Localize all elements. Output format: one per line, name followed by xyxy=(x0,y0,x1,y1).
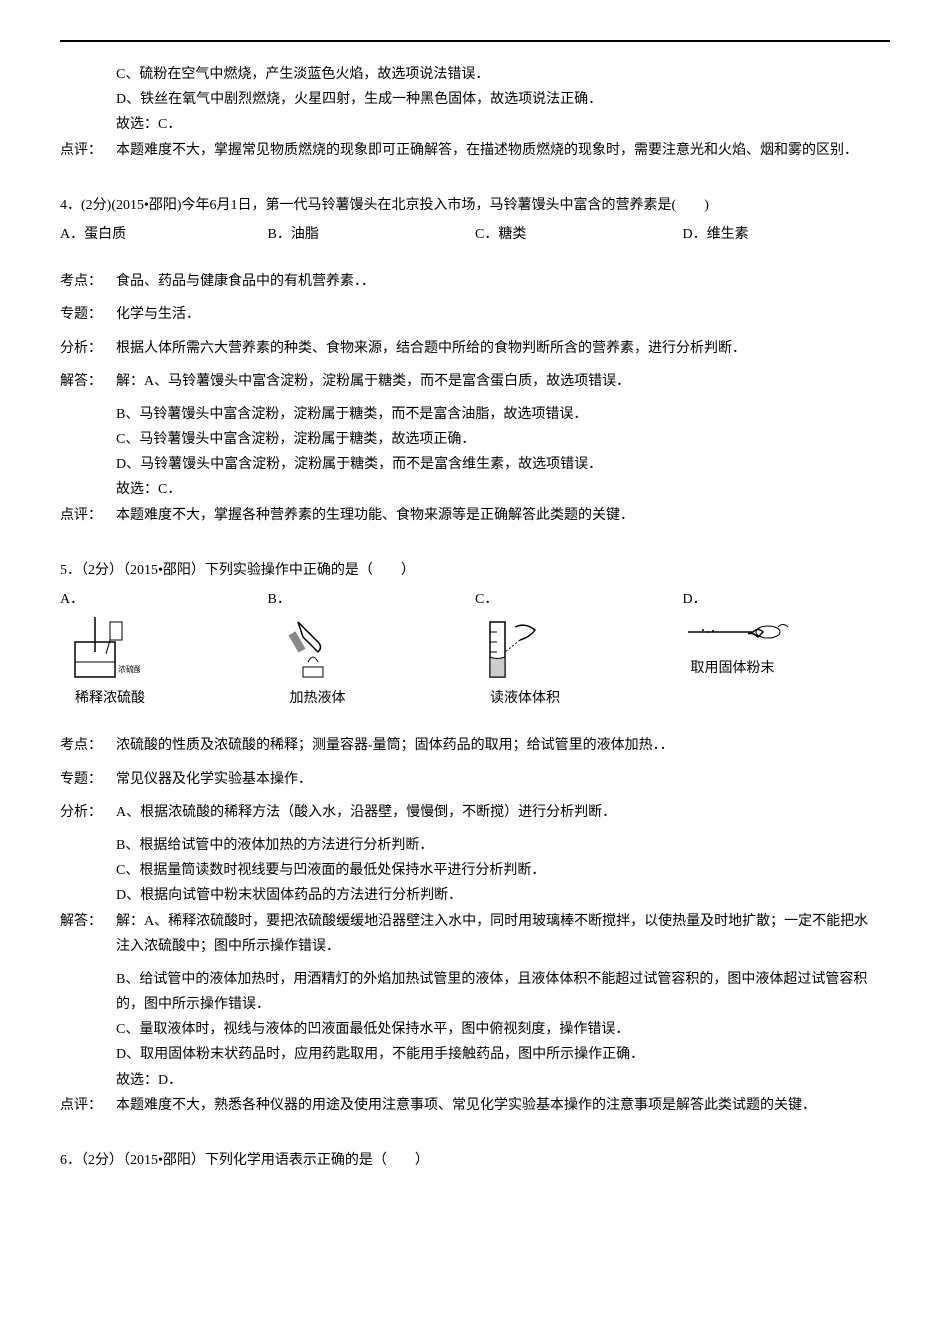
comment-label: 点评： xyxy=(60,138,116,163)
q4-solve-b: B、马铃薯馒头中富含淀粉，淀粉属于糖类，而不是富含油脂，故选项错误． xyxy=(116,402,890,427)
q4-solve-c: C、马铃薯馒头中富含淀粉，淀粉属于糖类，故选项正确． xyxy=(116,427,890,452)
topic-label: 专题： xyxy=(60,302,116,327)
q5-answer: 故选：D． xyxy=(116,1068,890,1093)
q4-topic-row: 专题：化学与生活． xyxy=(60,302,890,327)
q5-caption-d: 取用固体粉末 xyxy=(683,656,783,681)
q5-stem: 5．（2分）（2015•邵阳）下列实验操作中正确的是（ ） xyxy=(60,558,890,583)
q4-topic: 化学与生活． xyxy=(116,302,876,327)
q5-exam-row: 考点：浓硫酸的性质及浓硫酸的稀释；测量容器-量筒；固体药品的取用；给试管里的液体… xyxy=(60,733,890,758)
q5-solve-row: 解答：解：A、稀释浓硫酸时，要把浓硫酸缓缓地沿器壁注入水中，同时用玻璃棒不断搅拌… xyxy=(60,909,890,959)
q3-comment-row: 点评：本题难度不大，掌握常见物质燃烧的现象即可正确解答，在描述物质燃烧的现象时，… xyxy=(60,138,890,163)
q4-solve-d: D、马铃薯馒头中富含淀粉，淀粉属于糖类，而不是富含维生素，故选项错误． xyxy=(116,452,890,477)
q5-comment-row: 点评：本题难度不大，熟悉各种仪器的用途及使用注意事项、常见化学实验基本操作的注意… xyxy=(60,1093,890,1118)
q4-option-c: C．糖类 xyxy=(475,222,683,247)
q4-analysis-row: 分析：根据人体所需六大营养素的种类、食物来源，结合题中所给的食物判断所含的营养素… xyxy=(60,336,890,361)
solve-label: 解答： xyxy=(60,369,116,394)
beaker-dilution-icon: 浓硫酸 xyxy=(60,612,140,682)
q5-analysis-c: C、根据量筒读数时视线要与凹液面的最低处保持水平进行分析判断． xyxy=(116,858,890,883)
q5-caption-b: 加热液体 xyxy=(268,686,368,711)
q3-answer: 故选：C． xyxy=(116,112,890,137)
q4-options: A．蛋白质 B．油脂 C．糖类 D．维生素 xyxy=(60,222,890,247)
q5-option-a-block: A． 浓硫酸 稀释浓硫酸 xyxy=(60,587,268,711)
q5-analysis-d: D、根据向试管中粉末状固体药品的方法进行分析判断． xyxy=(116,883,890,908)
q4-option-d: D．维生素 xyxy=(683,222,891,247)
q5-solve-a: 解：A、稀释浓硫酸时，要把浓硫酸缓缓地沿器壁注入水中，同时用玻璃棒不断搅拌，以使… xyxy=(116,909,876,959)
q5-option-images: A． 浓硫酸 稀释浓硫酸 B． 加热液体 C． xyxy=(60,587,890,711)
q5-topic: 常见仪器及化学实验基本操作． xyxy=(116,767,876,792)
q5-caption-c: 读液体体积 xyxy=(475,686,575,711)
exam-label: 考点： xyxy=(60,269,116,294)
q4-comment-row: 点评：本题难度不大，掌握各种营养素的生理功能、食物来源等是正确解答此类题的关键． xyxy=(60,503,890,528)
comment-label: 点评： xyxy=(60,503,116,528)
solve-label: 解答： xyxy=(60,909,116,934)
topic-label: 专题： xyxy=(60,767,116,792)
q3-option-c: C、硫粉在空气中燃烧，产生淡蓝色火焰，故选项说法错误． xyxy=(116,62,890,87)
q5-option-b-block: B． 加热液体 xyxy=(268,587,476,711)
q5-opt-c-label: C． xyxy=(475,592,498,607)
analysis-label: 分析： xyxy=(60,800,116,825)
svg-text:浓硫酸: 浓硫酸 xyxy=(118,664,140,674)
powder-spoon-icon xyxy=(683,612,793,652)
q3-option-d: D、铁丝在氧气中剧烈燃烧，火星四射，生成一种黑色固体，故选项说法正确． xyxy=(116,87,890,112)
q4-analysis: 根据人体所需六大营养素的种类、食物来源，结合题中所给的食物判断所含的营养素，进行… xyxy=(116,336,876,361)
q5-exam: 浓硫酸的性质及浓硫酸的稀释；测量容器-量筒；固体药品的取用；给试管里的液体加热．… xyxy=(116,733,876,758)
q4-solve-row: 解答：解：A、马铃薯馒头中富含淀粉，淀粉属于糖类，而不是富含蛋白质，故选项错误． xyxy=(60,369,890,394)
q5-opt-a-label: A． xyxy=(60,592,84,607)
analysis-label: 分析： xyxy=(60,336,116,361)
q3-comment: 本题难度不大，掌握常见物质燃烧的现象即可正确解答，在描述物质燃烧的现象时，需要注… xyxy=(116,138,876,163)
test-tube-heating-icon xyxy=(268,612,348,682)
q5-analysis-b: B、根据给试管中的液体加热的方法进行分析判断． xyxy=(116,833,890,858)
q5-option-c-block: C． 读液体体积 xyxy=(475,587,683,711)
q4-exam: 食品、药品与健康食品中的有机营养素．． xyxy=(116,269,876,294)
q4-solve-a: 解：A、马铃薯馒头中富含淀粉，淀粉属于糖类，而不是富含蛋白质，故选项错误． xyxy=(116,369,876,394)
q5-caption-a: 稀释浓硫酸 xyxy=(60,686,160,711)
q5-opt-d-label: D． xyxy=(683,592,707,607)
q4-option-a: A．蛋白质 xyxy=(60,222,268,247)
graduated-cylinder-icon xyxy=(475,612,555,682)
q4-exam-row: 考点：食品、药品与健康食品中的有机营养素．． xyxy=(60,269,890,294)
q5-opt-b-label: B． xyxy=(268,592,291,607)
q5-analysis-row: 分析：A、根据浓硫酸的稀释方法（酸入水，沿器壁，慢慢倒，不断搅）进行分析判断． xyxy=(60,800,890,825)
q6-stem: 6．（2分）（2015•邵阳）下列化学用语表示正确的是（ ） xyxy=(60,1148,890,1173)
q4-answer: 故选：C． xyxy=(116,477,890,502)
q5-solve-b: B、给试管中的液体加热时，用酒精灯的外焰加热试管里的液体，且液体体积不能超过试管… xyxy=(116,967,890,1017)
exam-label: 考点： xyxy=(60,733,116,758)
page-top-border xyxy=(60,40,890,42)
comment-label: 点评： xyxy=(60,1093,116,1118)
q5-comment: 本题难度不大，熟悉各种仪器的用途及使用注意事项、常见化学实验基本操作的注意事项是… xyxy=(116,1093,876,1118)
q5-option-d-block: D． 取用固体粉末 xyxy=(683,587,891,711)
q4-option-b: B．油脂 xyxy=(268,222,476,247)
q4-stem: 4．(2分)(2015•邵阳)今年6月1日，第一代马铃薯馒头在北京投入市场，马铃… xyxy=(60,193,890,218)
q5-solve-c: C、量取液体时，视线与液体的凹液面最低处保持水平，图中俯视刻度，操作错误． xyxy=(116,1017,890,1042)
q4-comment: 本题难度不大，掌握各种营养素的生理功能、食物来源等是正确解答此类题的关键． xyxy=(116,503,876,528)
q5-solve-d: D、取用固体粉末状药品时，应用药匙取用，不能用手接触药品，图中所示操作正确． xyxy=(116,1042,890,1067)
q5-analysis-a: A、根据浓硫酸的稀释方法（酸入水，沿器壁，慢慢倒，不断搅）进行分析判断． xyxy=(116,800,876,825)
q5-topic-row: 专题：常见仪器及化学实验基本操作． xyxy=(60,767,890,792)
